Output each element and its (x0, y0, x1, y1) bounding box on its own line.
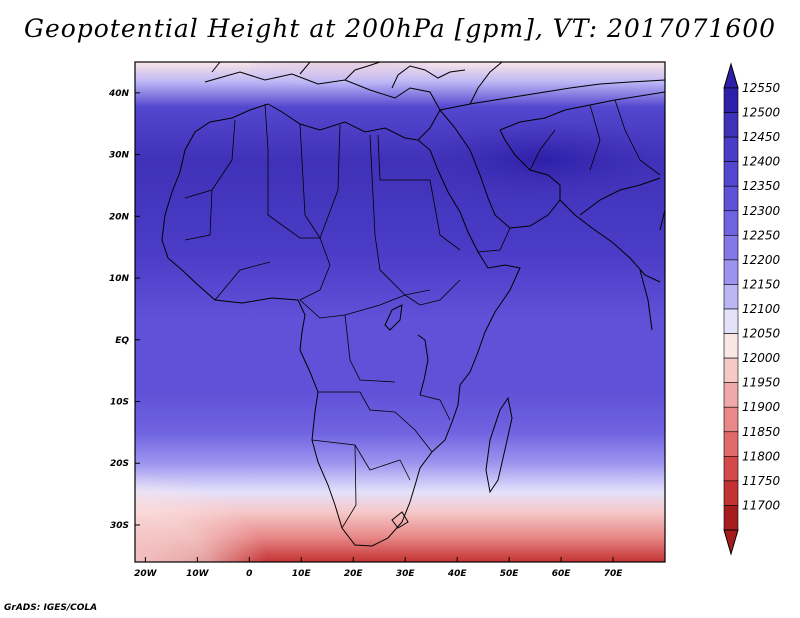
plot-frame (134, 61, 666, 563)
colorbar-label: 12400 (742, 155, 781, 169)
colorbar-swatch (723, 308, 739, 334)
colorbar-swatch (723, 406, 739, 433)
grads-credit: GrADS: IGES/COLA (4, 603, 98, 613)
colorbar-swatch (723, 136, 739, 162)
colorbar-swatch (723, 431, 739, 457)
lat-label: EQ (115, 336, 129, 346)
colorbar-swatch (723, 235, 739, 261)
colorbar-top-arrow (723, 62, 739, 89)
colorbar-label: 12200 (742, 253, 781, 267)
colorbar-label: 11950 (742, 376, 781, 390)
lon-label: 10W (186, 569, 210, 579)
colorbar-label: 12150 (742, 277, 781, 291)
colorbar-label: 12250 (742, 228, 781, 242)
colorbar-bottom-arrow (723, 529, 739, 556)
lat-label: 20N (109, 212, 130, 222)
colorbar: 12550 12500 12450 12400 12350 12300 12250 12200… (723, 62, 781, 556)
longitude-axis: 20W 10W 0 10E 20E 30E 40E 50E 60E 70E (134, 557, 623, 579)
colorbar-swatch (723, 259, 739, 285)
colorbar-swatch (723, 480, 739, 506)
colorbar-swatch (723, 333, 739, 359)
country-borders (184, 99, 661, 529)
colorbar-label: 12350 (742, 179, 781, 193)
coastlines (161, 62, 665, 547)
colorbar-swatch (723, 185, 739, 212)
lat-label: 10S (110, 398, 129, 408)
colorbar-label: 11900 (742, 400, 781, 414)
latitude-axis: 40N 30N 20N 10N EQ 10S 20S 30S (108, 89, 140, 531)
lon-label: 70E (604, 569, 624, 579)
lat-label: 10N (109, 274, 130, 284)
lon-label: 50E (500, 569, 520, 579)
colorbar-label: 12300 (742, 204, 781, 218)
colorbar-swatch (723, 112, 739, 138)
lon-label: 10E (292, 569, 312, 579)
lon-label: 20W (134, 569, 158, 579)
lat-label: 30N (109, 151, 130, 161)
colorbar-label: 11750 (742, 474, 781, 488)
lon-label: 20E (344, 569, 364, 579)
colorbar-swatch (723, 505, 739, 531)
map-title: Geopotential Height at 200hPa [gpm], VT:… (23, 14, 777, 43)
height-field (135, 62, 665, 562)
lon-label: 40E (447, 569, 468, 579)
lat-label: 30S (110, 521, 129, 531)
lat-label: 40N (108, 89, 130, 99)
lon-label: 0 (246, 569, 252, 579)
colorbar-swatch (723, 210, 739, 236)
colorbar-label: 12550 (742, 81, 781, 95)
colorbar-label: 12450 (742, 130, 781, 144)
colorbar-label: 11700 (742, 498, 781, 512)
colorbar-label: 12050 (742, 327, 781, 341)
colorbar-swatch (723, 284, 739, 310)
lat-label: 20S (110, 459, 129, 469)
lon-label: 60E (552, 569, 572, 579)
colorbar-swatch (723, 357, 739, 383)
colorbar-swatch (723, 382, 739, 408)
colorbar-label: 11800 (742, 449, 781, 463)
colorbar-label: 12000 (742, 351, 781, 365)
colorbar-label: 12100 (742, 302, 781, 316)
colorbar-swatch (723, 456, 739, 482)
lon-label: 30E (396, 569, 416, 579)
colorbar-label: 11850 (742, 425, 781, 439)
colorbar-label: 12500 (742, 106, 781, 120)
colorbar-swatch (723, 87, 739, 113)
colorbar-swatch (723, 161, 739, 187)
